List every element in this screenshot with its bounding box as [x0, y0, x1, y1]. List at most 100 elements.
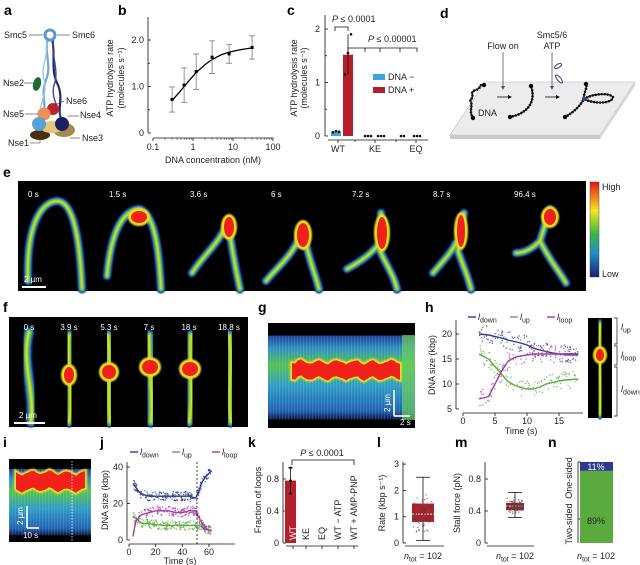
- data-point: [191, 497, 194, 500]
- data-point: [209, 533, 211, 535]
- replicate-point: [363, 134, 367, 138]
- data-point: [508, 366, 510, 369]
- scale-bar-x-label: 2 s: [400, 418, 411, 427]
- p-value: ≤ 0.0001: [306, 448, 343, 458]
- data-point: [509, 331, 511, 333]
- data-point: [497, 365, 499, 367]
- data-point: [507, 504, 510, 506]
- data-point: [152, 492, 154, 494]
- data-point: [532, 386, 535, 389]
- bracket-label-down: ldown: [621, 384, 640, 397]
- replicate-point: [376, 134, 380, 138]
- legend-label-down-subscript: down: [142, 453, 159, 460]
- data-point: [190, 511, 193, 514]
- label-smc6: Smc6: [72, 30, 95, 40]
- data-point: [143, 510, 145, 512]
- smoothed-line: [132, 470, 213, 499]
- data-point: [555, 377, 557, 379]
- scale-bar-label: 2 µm: [19, 411, 37, 420]
- data-point: [508, 357, 511, 359]
- label-nse1: Nse1: [8, 138, 29, 148]
- series-down: [132, 468, 213, 502]
- loop-signal: [142, 360, 158, 374]
- data-point: [184, 491, 186, 493]
- data-point: [479, 345, 481, 347]
- data-point: [420, 504, 422, 506]
- data-point: [429, 512, 431, 514]
- data-point: [202, 522, 205, 524]
- data-point: [134, 482, 137, 485]
- data-point: [481, 326, 484, 329]
- data-point: [513, 503, 515, 505]
- data-point: [140, 491, 142, 493]
- x-tick-label: 0.1: [147, 142, 160, 152]
- data-point: [421, 506, 424, 509]
- data-point: [559, 354, 561, 357]
- data-point: [524, 382, 527, 385]
- data-point: [134, 514, 136, 517]
- data-point: [431, 512, 434, 514]
- data-point: [181, 509, 183, 512]
- data-point: [554, 347, 557, 349]
- data-point: [520, 339, 522, 341]
- data-point: [509, 500, 511, 503]
- x-tick-label: KE: [369, 144, 381, 154]
- data-point: [415, 511, 418, 514]
- data-point: [182, 83, 186, 87]
- data-point: [521, 388, 523, 391]
- data-point: [518, 335, 520, 337]
- data-point: [522, 508, 524, 511]
- data-point: [489, 341, 491, 344]
- frame-timestamp: 6 s: [271, 190, 282, 199]
- data-point: [428, 508, 430, 511]
- data-point: [174, 507, 176, 510]
- data-point: [501, 333, 503, 335]
- data-point: [184, 507, 186, 510]
- frame-timestamp: 3.6 s: [190, 190, 207, 199]
- legend-label-down-symbol: l: [478, 312, 481, 322]
- significance-bracket: [347, 47, 418, 52]
- data-point: [159, 508, 162, 511]
- data-point: [567, 350, 569, 352]
- leader-line-nse1: [30, 139, 41, 144]
- image-frame: 7.2 s: [342, 190, 402, 294]
- data-point: [197, 495, 200, 497]
- data-point: [200, 488, 202, 490]
- post-release-signal: [402, 335, 415, 420]
- loop-band: [292, 359, 400, 381]
- bar-dna-plus: [343, 54, 353, 136]
- sample-size-label-value: = 102: [590, 551, 615, 561]
- data-point: [500, 381, 503, 383]
- y-tick-label: 15: [442, 354, 452, 364]
- data-point: [482, 362, 485, 365]
- data-point: [528, 346, 531, 349]
- x-tick-label: 10: [522, 416, 532, 426]
- y-tick-label: 0: [274, 538, 279, 548]
- symbol: l: [621, 322, 624, 332]
- data-point: [164, 522, 166, 525]
- dna-end-bead: [470, 115, 476, 121]
- data-point: [482, 393, 485, 395]
- surface-edge: [600, 82, 635, 139]
- panel-label-k: k: [248, 434, 256, 450]
- data-point: [523, 334, 525, 337]
- subscript: loop: [623, 356, 636, 363]
- data-point: [204, 532, 207, 534]
- data-point: [430, 505, 433, 507]
- data-point: [513, 505, 515, 507]
- data-point: [194, 507, 196, 510]
- legend-label: DNA +: [388, 85, 414, 95]
- data-point: [177, 510, 180, 512]
- data-point: [416, 530, 418, 532]
- data-point: [189, 511, 192, 514]
- data-point: [192, 520, 195, 523]
- arrowhead: [550, 86, 554, 90]
- arrowhead: [508, 95, 512, 99]
- y-tick-label: 0.4: [468, 506, 481, 516]
- data-point: [133, 513, 135, 515]
- data-point: [546, 350, 549, 352]
- data-point: [179, 523, 181, 525]
- data-point: [541, 391, 544, 393]
